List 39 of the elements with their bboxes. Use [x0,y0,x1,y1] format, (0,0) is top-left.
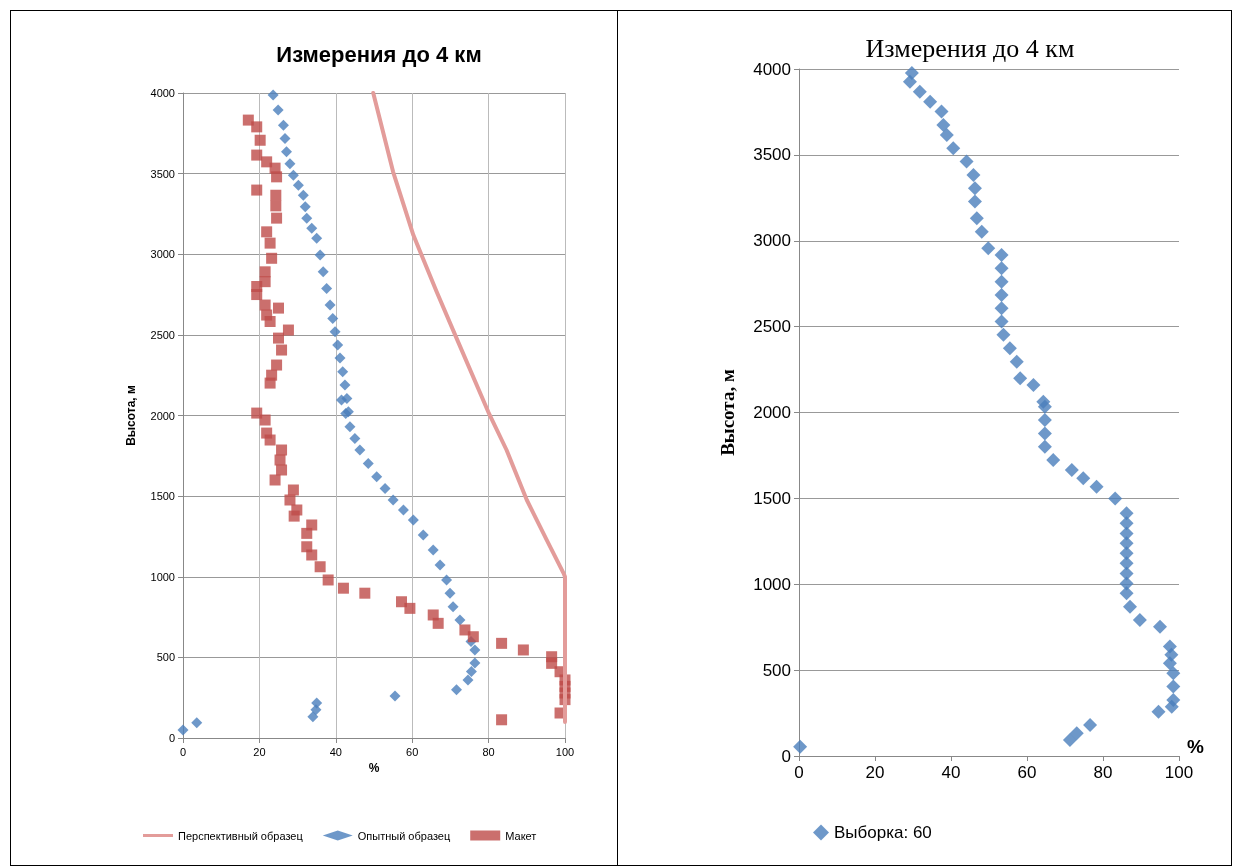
legend-label: Макет [505,829,537,842]
x-axis-title: % [368,760,380,775]
x-tick-label: 80 [1093,763,1113,782]
legend-label: Перспективный образец [178,829,304,842]
y-tick-label: 2000 [753,403,791,422]
y-tick-label: 1500 [150,490,175,503]
x-tick-label: 80 [482,745,495,758]
y-tick-label: 1000 [150,570,175,583]
y-axis-title: Высота, м [124,385,138,446]
y-tick-label: 3000 [753,231,791,251]
x-axis-title: % [1187,736,1204,757]
y-tick-label: 4000 [753,59,791,79]
x-tick-label: 0 [179,745,187,758]
y-tick-label: 1000 [753,574,791,594]
x-tick-label: 100 [1164,763,1194,782]
y-tick-label: 3500 [150,167,175,180]
x-tick-label: 40 [329,745,342,758]
legend-label: Опытный образец [357,829,451,842]
x-tick-label: 40 [941,763,961,782]
y-tick-label: 2500 [753,317,791,337]
x-tick-label: 60 [1017,763,1037,782]
y-axis-title: Высота, м [717,369,738,456]
y-tick-label: 500 [762,660,791,680]
y-tick-label: 1500 [753,488,791,508]
x-tick-label: 20 [865,763,885,782]
chart-title: Измерения до 4 км [865,33,1075,63]
chart-title: Измерения до 4 км [276,41,482,67]
x-tick-label: 100 [555,745,575,758]
y-tick-label: 0 [168,732,175,744]
x-tick-label: 0 [794,763,804,782]
y-tick-label: 2500 [150,328,175,341]
y-tick-label: 3500 [753,145,791,165]
y-tick-label: 500 [156,651,175,664]
y-tick-label: 4000 [150,87,175,99]
x-tick-label: 20 [253,745,266,758]
y-tick-label: 3000 [150,248,175,261]
x-tick-label: 60 [406,745,419,758]
y-tick-label: 2000 [150,409,175,422]
legend-label: Выборка: 60 [834,823,932,842]
